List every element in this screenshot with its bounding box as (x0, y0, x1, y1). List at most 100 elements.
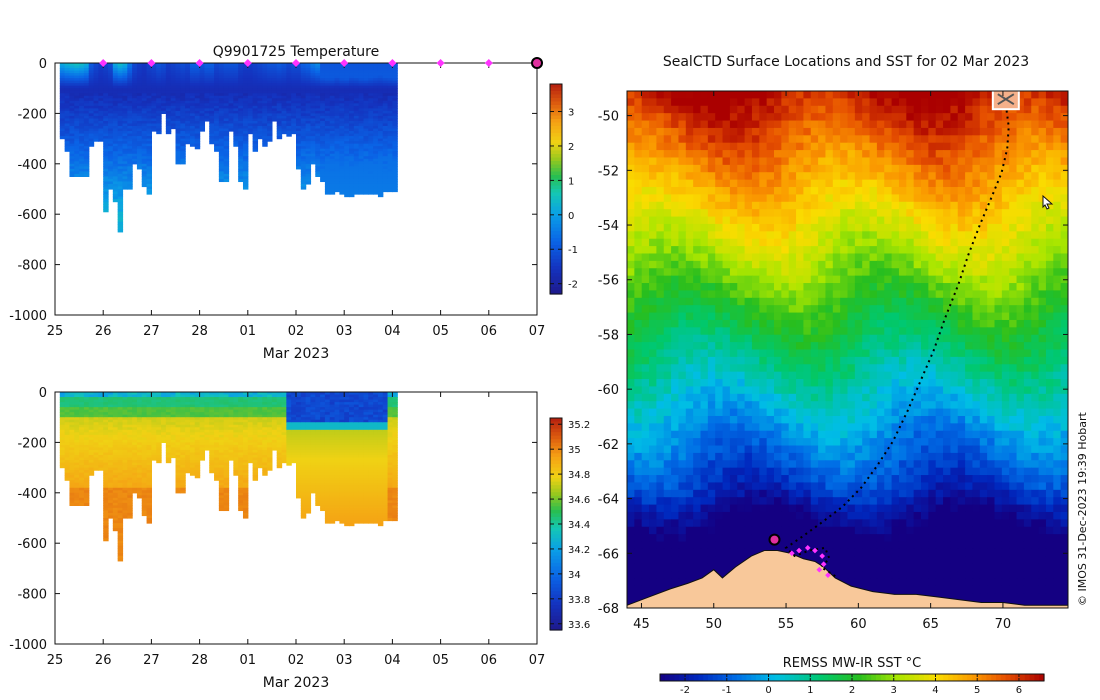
temperature-cell (127, 161, 133, 165)
temperature-cell (214, 103, 220, 107)
temperature-cell (74, 123, 80, 127)
temperature-cell (127, 151, 133, 155)
salinity-cell (194, 422, 201, 426)
temperature-cell (320, 146, 326, 150)
temperature-cell (353, 90, 360, 94)
temperature-cell (117, 88, 124, 92)
temperature-cell (69, 78, 75, 82)
temperature-cell (146, 75, 152, 79)
salinity-cell (103, 475, 109, 479)
salinity-cell (122, 429, 128, 433)
temperature-cell (199, 90, 206, 94)
salinity-cell (141, 447, 148, 451)
salinity-cell (199, 429, 206, 433)
temperature-cell (296, 146, 302, 150)
temperature-cell (83, 85, 90, 89)
temperature-cell (74, 70, 80, 74)
temperature-cell (103, 186, 109, 190)
salinity-cell (112, 495, 119, 499)
temperature-cell (122, 158, 128, 162)
temperature-cell (74, 156, 80, 160)
temperature-cell (368, 161, 374, 165)
temperature-cell (228, 103, 234, 107)
salinity-cell (117, 449, 124, 454)
temperature-cell (69, 151, 75, 155)
temperature-cell (59, 110, 66, 114)
temperature-cell (271, 68, 278, 72)
temperature-cell (103, 136, 109, 140)
temperature-cell (252, 120, 259, 125)
salinity-cell (83, 399, 90, 403)
salinity-cell (127, 470, 133, 474)
temperature-cell (117, 113, 124, 117)
temperature-cell (151, 95, 157, 99)
salinity-cell (74, 497, 80, 501)
temperature-cell (146, 148, 152, 152)
temperature-cell (377, 148, 384, 152)
temperature-cell (315, 141, 321, 145)
temperature-cell (392, 131, 398, 135)
temperature-cell (103, 73, 109, 77)
salinity-cell (146, 397, 152, 401)
salinity-cell (199, 457, 206, 461)
salinity-cell (127, 392, 133, 396)
temperature-cell (214, 108, 220, 112)
temperature-cell (233, 120, 239, 125)
salinity-cell (305, 439, 312, 443)
temperature-cell (276, 95, 283, 99)
salinity-cell (209, 407, 215, 411)
salinity-cell (262, 444, 268, 449)
temperature-cell (156, 123, 162, 127)
temperature-cell (339, 186, 345, 190)
temperature-cell (247, 95, 254, 99)
temperature-cell (127, 105, 133, 109)
temperature-cell (363, 105, 369, 109)
temperature-cell (329, 108, 336, 112)
temperature-cell (189, 93, 196, 97)
salinity-cell (88, 397, 95, 401)
salinity-cell (310, 392, 316, 396)
temperature-cell (262, 93, 268, 97)
salinity-cell (267, 432, 273, 436)
temperature-cell (300, 63, 307, 67)
salinity-cell (194, 449, 201, 454)
salinity-cell (218, 500, 225, 504)
salinity-cell (127, 480, 133, 484)
salinity-cell (74, 404, 80, 408)
salinity-cell (69, 470, 75, 474)
temperature-cell (329, 75, 336, 79)
salinity-cell (257, 465, 263, 469)
salinity-cell (180, 417, 186, 421)
salinity-cell (103, 437, 109, 441)
temperature-cell (310, 158, 316, 162)
temperature-cell (83, 133, 90, 137)
temperature-cell (329, 88, 336, 92)
salinity-cell (74, 502, 80, 506)
temperature-cell (281, 128, 287, 132)
temperature-cell (223, 138, 230, 142)
salinity-cell (132, 419, 138, 423)
salinity-cell (281, 437, 287, 441)
salinity-cell (262, 392, 268, 396)
temperature-cell (363, 98, 369, 102)
salinity-cell (156, 455, 162, 459)
salinity-cell (228, 429, 234, 433)
temperature-cell (170, 118, 177, 122)
temperature-cell (315, 138, 321, 142)
temperature-cell (170, 98, 177, 102)
temperature-cell (392, 158, 398, 162)
temperature-cell (392, 115, 398, 120)
salinity-cell (247, 394, 254, 398)
salinity-cell (267, 455, 273, 459)
temperature-cell (83, 163, 90, 167)
temperature-cell (233, 68, 239, 72)
temperature-cell (296, 68, 302, 72)
temperature-cell (69, 168, 75, 172)
salinity-cell (175, 399, 181, 403)
temperature-cell (117, 199, 124, 203)
temperature-cell (339, 98, 345, 102)
temperature-cell (180, 153, 186, 157)
temperature-cell (98, 103, 104, 107)
temperature-cell (93, 85, 99, 89)
temperature-cell (334, 123, 340, 127)
